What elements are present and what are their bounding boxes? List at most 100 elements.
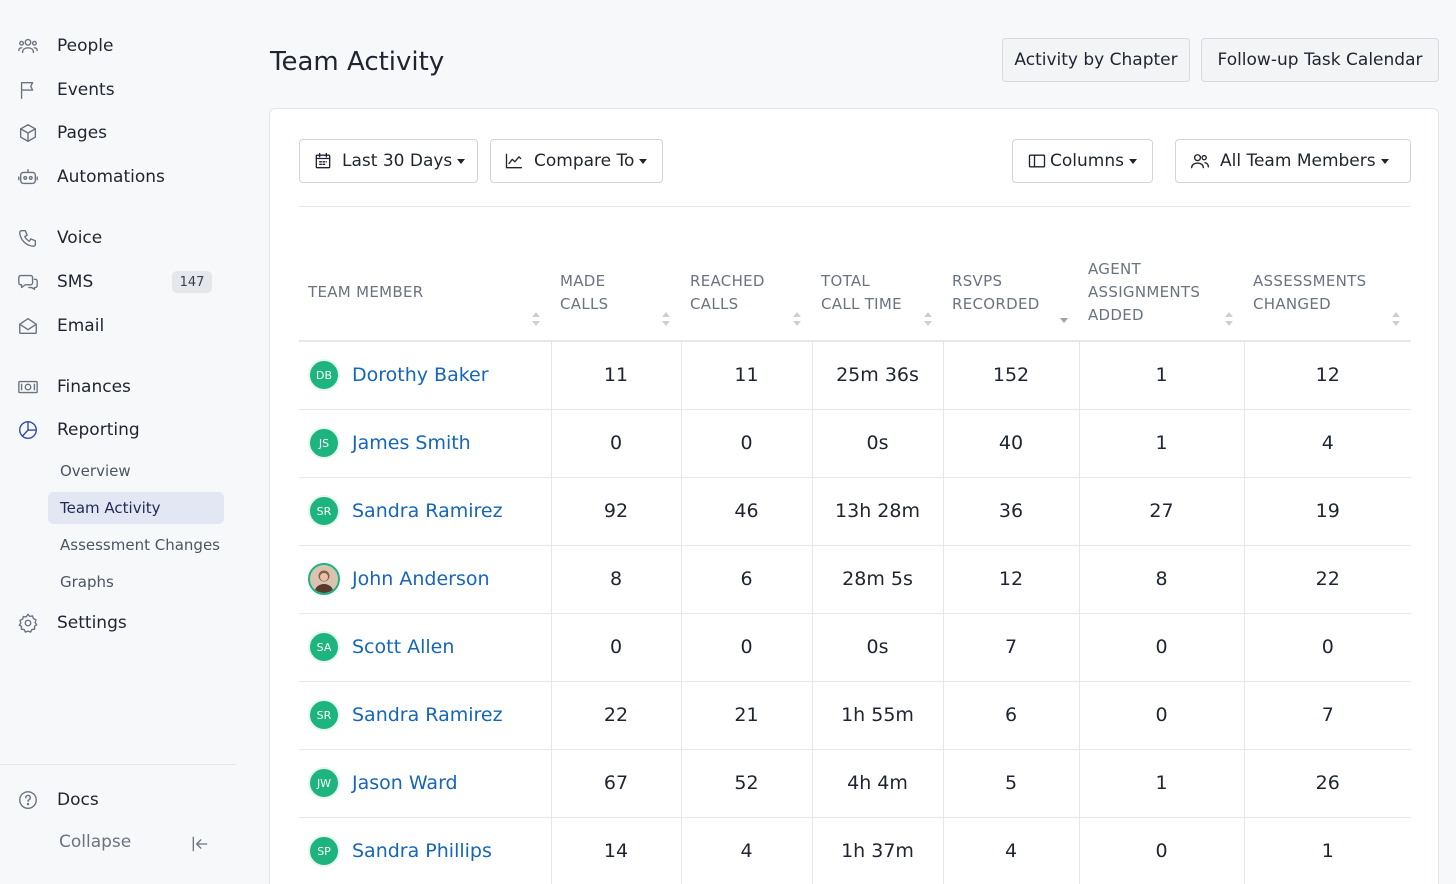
agent-assignments-cell: 0 <box>1078 681 1244 750</box>
assessments-changed-cell: 1 <box>1243 817 1411 884</box>
avatar: DB <box>308 359 340 392</box>
col-header-total-call-time[interactable]: TOTAL CALL TIME <box>812 245 943 342</box>
sidebar: People Events Pages Automations Voice SM… <box>0 0 236 884</box>
member-name-link[interactable]: Sandra Ramirez <box>352 704 503 726</box>
made-calls-cell: 8 <box>550 545 681 614</box>
col-header-team-member[interactable]: TEAM MEMBER <box>299 245 551 342</box>
team-members-dropdown[interactable]: All Team Members <box>1175 139 1411 183</box>
nav-voice[interactable]: Voice <box>0 220 236 256</box>
subnav-graphs[interactable]: Graphs <box>60 573 114 591</box>
made-calls-cell: 11 <box>550 341 681 410</box>
nav-docs[interactable]: Docs <box>0 782 236 818</box>
member-cell: John Anderson <box>299 545 551 614</box>
activity-by-chapter-button[interactable]: Activity by Chapter <box>1002 38 1190 82</box>
report-card: Last 30 Days Compare To Columns All Team… <box>269 108 1439 884</box>
assessments-changed-cell: 7 <box>1243 681 1411 750</box>
cash-icon <box>16 375 40 399</box>
rsvps-cell: 7 <box>942 613 1079 682</box>
assessments-changed-cell: 12 <box>1243 341 1411 410</box>
avatar: JW <box>308 767 340 799</box>
caret-down-icon <box>1380 158 1389 164</box>
assessments-changed-cell: 0 <box>1243 613 1411 682</box>
nav-label: People <box>57 36 114 56</box>
columns-dropdown[interactable]: Columns <box>1012 139 1153 183</box>
envelope-icon <box>16 314 40 338</box>
nav-label: Automations <box>57 167 165 187</box>
subnav-overview[interactable]: Overview <box>60 462 131 480</box>
toolbar-divider <box>299 206 1410 207</box>
member-name-link[interactable]: Dorothy Baker <box>352 364 489 387</box>
table-row: SP Sandra Phillips 14 4 1h 37m 4 0 1 <box>299 817 1411 884</box>
columns-icon <box>1028 154 1046 168</box>
col-header-rsvps-recorded[interactable]: RSVPS RECORDED <box>943 245 1079 342</box>
sort-icon <box>923 312 933 326</box>
table-row: SA Scott Allen 0 0 0s 7 0 0 <box>299 613 1411 682</box>
member-name-link[interactable]: James Smith <box>352 432 471 454</box>
agent-assignments-cell: 0 <box>1078 613 1244 682</box>
rsvps-cell: 152 <box>942 341 1079 410</box>
col-header-reached-calls[interactable]: REACHED CALLS <box>681 245 812 342</box>
col-header-assessments-changed[interactable]: ASSESSMENTS CHANGED <box>1244 245 1411 342</box>
rsvps-cell: 5 <box>942 749 1079 818</box>
header-label: AGENT ASSIGNMENTS ADDED <box>1088 260 1201 324</box>
agent-assignments-cell: 1 <box>1078 749 1244 818</box>
made-calls-cell: 14 <box>550 817 681 884</box>
collapse-arrow-icon[interactable] <box>190 834 210 854</box>
total-call-time-cell: 25m 36s <box>811 341 943 410</box>
nav-events[interactable]: Events <box>0 72 236 108</box>
nav-sms[interactable]: SMS 147 <box>0 264 236 300</box>
reached-calls-cell: 4 <box>680 817 812 884</box>
gear-icon <box>16 611 40 635</box>
member-name-link[interactable]: Sandra Phillips <box>352 840 492 862</box>
page-title: Team Activity <box>270 47 445 77</box>
nav-settings[interactable]: Settings <box>0 605 236 641</box>
header-label: TOTAL CALL TIME <box>821 271 902 313</box>
header-label: ASSESSMENTS CHANGED <box>1253 271 1367 313</box>
nav-people[interactable]: People <box>0 28 236 64</box>
agent-assignments-cell: 0 <box>1078 817 1244 884</box>
table-body: DB Dorothy Baker 11 11 25m 36s 152 1 12 JS James … <box>299 341 1411 884</box>
subnav-team-activity[interactable]: Team Activity <box>48 492 224 524</box>
collapse-button[interactable]: Collapse <box>59 832 132 852</box>
member-cell: JS James Smith <box>299 409 551 478</box>
total-call-time-cell: 1h 55m <box>811 681 943 750</box>
member-name-link[interactable]: Sandra Ramirez <box>352 500 503 522</box>
compare-to-dropdown[interactable]: Compare To <box>490 139 663 183</box>
made-calls-cell: 0 <box>550 613 681 682</box>
follow-up-calendar-button[interactable]: Follow-up Task Calendar <box>1201 38 1439 82</box>
member-name-link[interactable]: John Anderson <box>352 568 490 590</box>
robot-icon <box>16 165 40 189</box>
date-range-label: Last 30 Days <box>342 151 453 171</box>
made-calls-cell: 67 <box>550 749 681 818</box>
header-label: MADE CALLS <box>560 271 609 313</box>
sort-icon <box>1391 312 1401 326</box>
rsvps-cell: 36 <box>942 477 1079 546</box>
nav-label: Settings <box>57 613 127 633</box>
nav-label: Reporting <box>57 420 140 440</box>
member-name-link[interactable]: Jason Ward <box>352 772 458 794</box>
nav-reporting[interactable]: Reporting <box>0 412 236 448</box>
col-header-made-calls[interactable]: MADE CALLS <box>551 245 681 342</box>
subnav-assessment-changes[interactable]: Assessment Changes <box>60 536 220 554</box>
date-range-dropdown[interactable]: Last 30 Days <box>299 139 478 183</box>
agent-assignments-cell: 27 <box>1078 477 1244 546</box>
total-call-time-cell: 0s <box>811 613 943 682</box>
nav-pages[interactable]: Pages <box>0 115 236 151</box>
rsvps-cell: 12 <box>942 545 1079 614</box>
nav-automations[interactable]: Automations <box>0 159 236 195</box>
col-header-agent-assignments[interactable]: AGENT ASSIGNMENTS ADDED <box>1079 245 1244 342</box>
sidebar-divider <box>0 764 236 765</box>
sort-icon <box>531 312 541 326</box>
caret-down-icon <box>639 158 648 164</box>
sort-desc-icon <box>1059 312 1069 326</box>
nav-finances[interactable]: Finances <box>0 369 236 405</box>
agent-assignments-cell: 8 <box>1078 545 1244 614</box>
nav-email[interactable]: Email <box>0 308 236 344</box>
avatar: SR <box>308 699 340 731</box>
agent-assignments-cell: 1 <box>1078 409 1244 478</box>
compare-to-label: Compare To <box>534 151 635 171</box>
team-members-label: All Team Members <box>1220 151 1376 171</box>
team-activity-table: TEAM MEMBER MADE CALLS REACHED CALLS TOT… <box>299 245 1411 884</box>
member-name-link[interactable]: Scott Allen <box>352 636 455 658</box>
users-icon <box>1191 154 1209 169</box>
